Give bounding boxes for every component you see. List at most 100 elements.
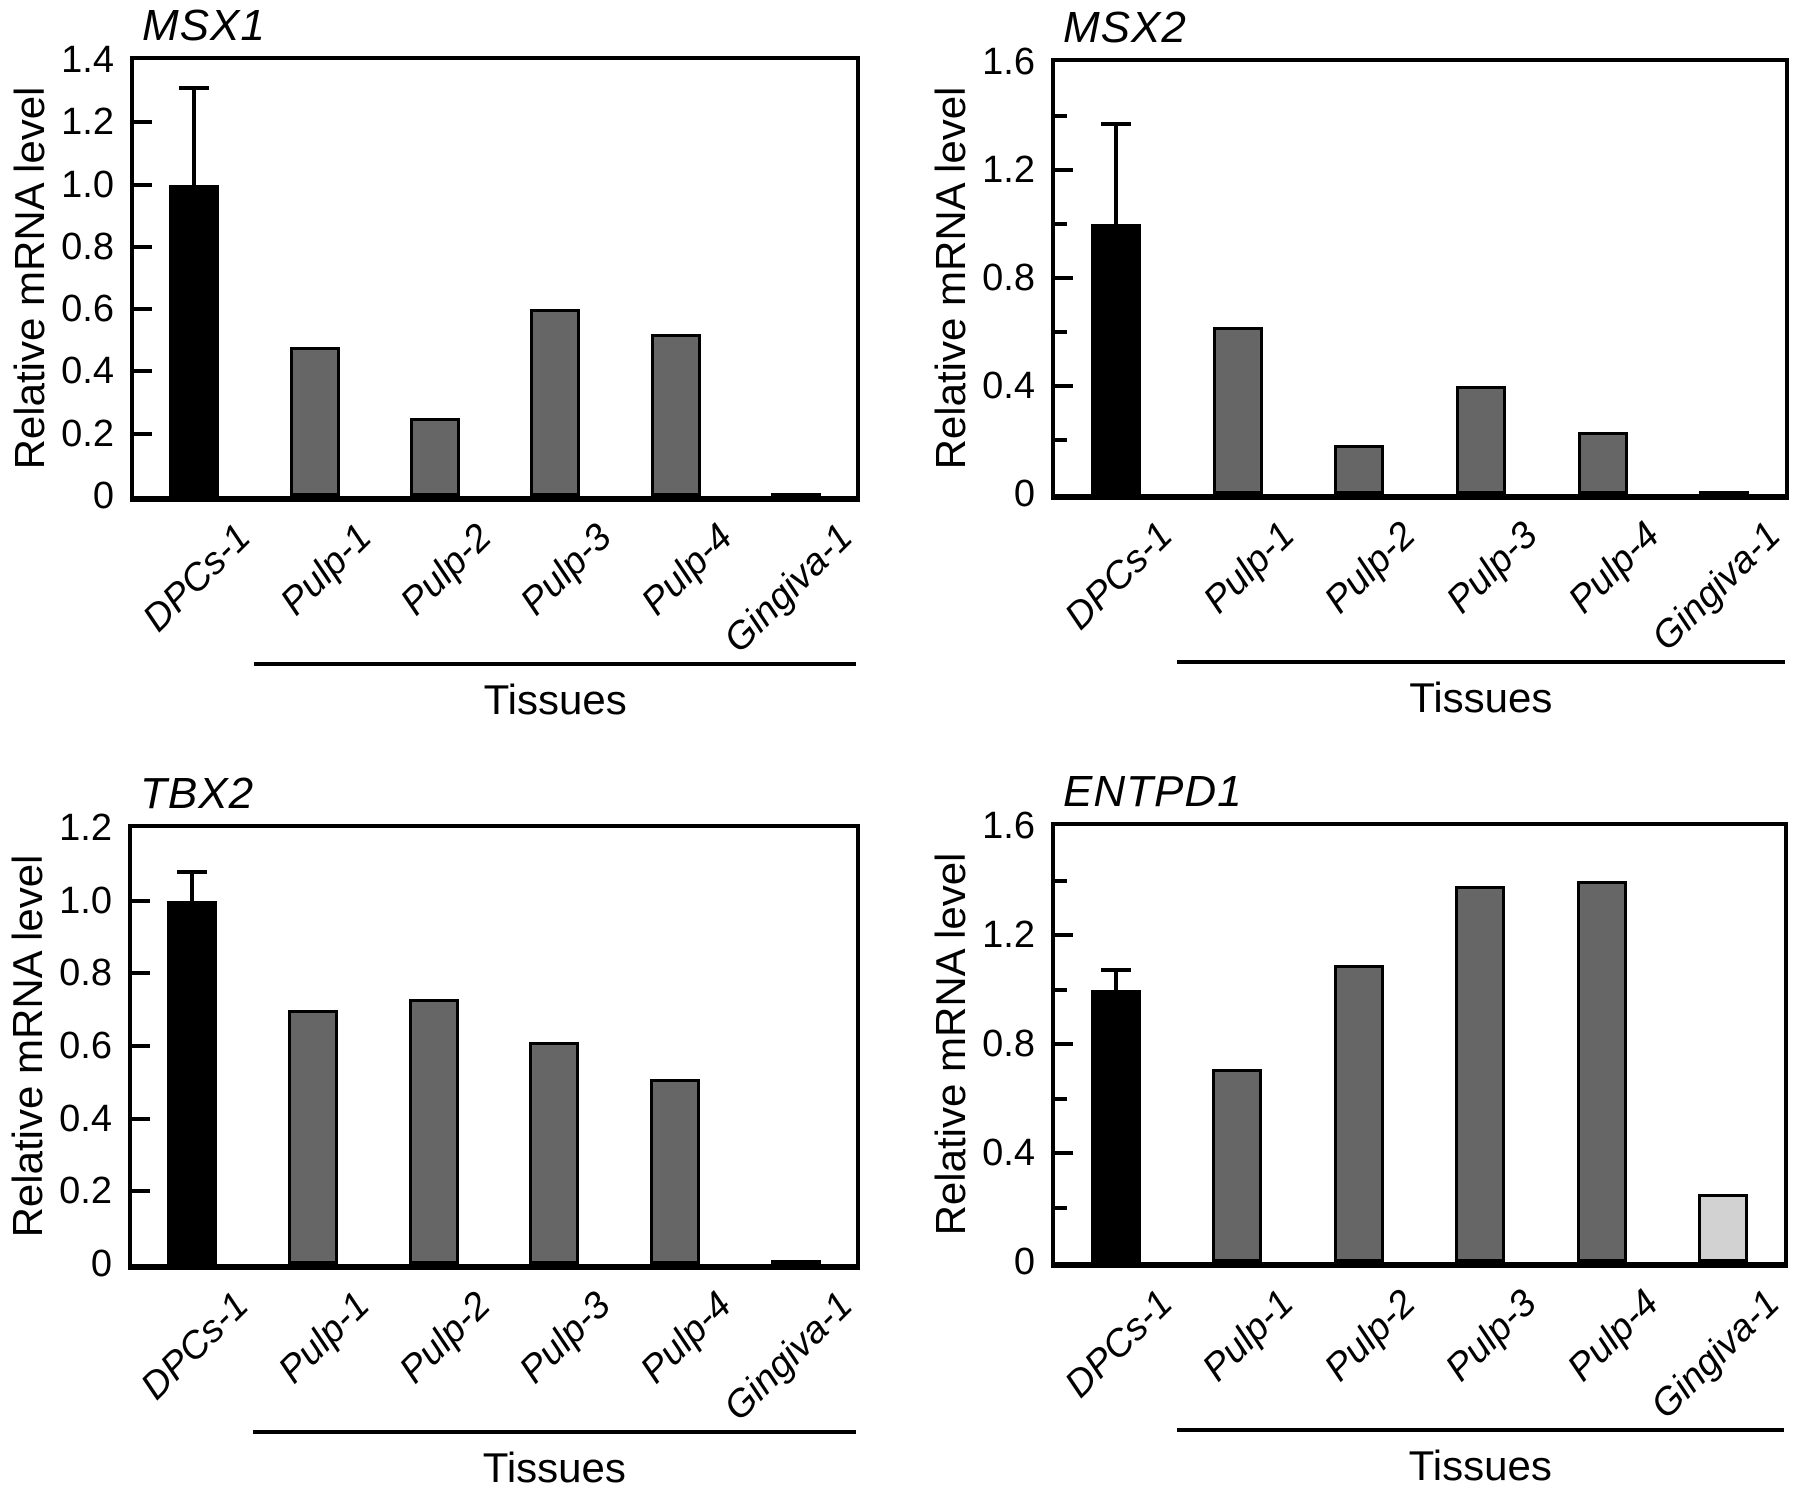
panel-tbx2: TBX2 Relative mRNA level Tissues 1.2 1.0 0… [4,770,861,1489]
y-tick-label: 1.6 [982,41,1035,83]
error-bar-cap [177,869,208,874]
x-category-label: DPCs-1 [135,516,260,640]
y-minor-tick [1055,438,1067,442]
y-major-tick [134,369,152,374]
y-tick-label: 1.2 [61,101,114,144]
bar-pulp-3 [1455,386,1506,494]
error-bar-cap [179,86,210,91]
error-bar-whisker [1113,970,1118,994]
y-major-tick [134,431,152,436]
chart-title-entpd1: ENTPD1 [1063,767,1243,816]
bar-pulp-4 [650,334,701,496]
y-major-tick [132,1044,150,1048]
y-tick-label: 0.8 [982,257,1035,299]
y-minor-tick [1055,1205,1067,1210]
y-tick-label: 0 [1013,473,1035,515]
plot-area [128,824,860,1270]
y-tick-label: 1.4 [61,39,114,81]
plot-area [1051,822,1788,1268]
bar-pulp-3 [529,1042,580,1264]
y-major-tick [1055,276,1073,280]
tissues-group-label: Tissues [483,676,627,723]
bar-dpcs-1 [169,184,220,496]
bar-dpcs-1 [167,900,218,1264]
bar-pulp-4 [1576,880,1627,1262]
y-tick-label: 0.6 [59,1025,112,1067]
y-minor-tick [1055,987,1067,992]
bar-pulp-2 [409,418,460,496]
bar-pulp-1 [1212,326,1263,494]
y-major-tick [134,244,152,249]
bar-gingiva-1 [1699,491,1750,498]
bar-gingiva-1 [770,492,821,499]
y-tick-label: 0.6 [61,288,114,331]
bar-dpcs-1 [1090,224,1141,494]
error-bar-cap [1100,968,1131,973]
y-major-tick [132,1116,150,1121]
bar-pulp-3 [530,309,581,496]
bar-pulp-2 [408,998,459,1264]
plot-area [130,56,860,502]
y-tick-label: 0.2 [59,1170,112,1213]
tissues-group-label: Tissues [482,1444,626,1489]
bar-pulp-4 [1577,431,1628,494]
tissues-bracket-line [1176,1428,1784,1432]
bar-dpcs-1 [1090,989,1141,1262]
panel-entpd1: ENTPD1 Relative mRNA level Tissues 1.6 1.… [927,768,1788,1488]
y-tick-label: 0.4 [982,365,1035,407]
y-minor-tick [1055,114,1067,118]
bar-pulp-2 [1333,964,1384,1262]
x-category-label: DPCs-1 [1056,514,1181,638]
chart-title-msx2: MSX2 [1063,3,1187,52]
chart-title-msx1: MSX1 [142,1,266,50]
bar-pulp-4 [650,1078,700,1264]
y-major-tick [134,120,152,125]
y-major-tick [132,898,150,903]
y-tick-label: 0 [92,475,114,517]
y-tick-label: 0.4 [59,1097,112,1140]
y-tick-label: 0.2 [61,412,114,455]
error-bar-whisker [190,871,195,905]
tissues-bracket-line [254,662,856,666]
y-tick-label: 1.0 [61,163,114,206]
bar-pulp-2 [1334,445,1385,494]
y-tick-label: 1.2 [59,807,112,849]
y-tick-label: 1.2 [982,149,1035,191]
y-minor-tick [1055,330,1067,334]
y-tick-label: 0.4 [61,350,114,393]
bar-pulp-1 [288,1009,338,1264]
bar-pulp-1 [289,346,340,496]
tissues-group-label: Tissues [1408,1442,1552,1489]
error-bar-whisker [1113,124,1118,228]
y-tick-label: 1.2 [982,914,1035,956]
y-major-tick [132,1189,150,1194]
bar-pulp-3 [1455,885,1506,1262]
y-tick-label: 0 [1013,1241,1035,1283]
y-major-tick [134,182,152,187]
y-tick-label: 1.0 [59,879,112,922]
y-tick-label: 0.8 [59,952,112,995]
plot-area [1051,58,1789,500]
tissues-group-label: Tissues [1409,674,1553,721]
y-tick-label: 0.8 [982,1023,1035,1065]
y-tick-label: 1.6 [982,805,1035,847]
y-minor-tick [1055,222,1067,226]
y-major-tick [1055,168,1073,172]
y-tick-label: 0.4 [982,1132,1035,1174]
bar-gingiva-1 [770,1260,821,1267]
tissues-bracket-line [1176,660,1785,664]
bar-pulp-1 [1212,1068,1263,1262]
panel-msx1: MSX1 Relative mRNA level Tissues 1.4 1.2 1… [6,2,861,722]
tissues-bracket-line [252,1430,856,1434]
y-major-tick [1055,1042,1073,1046]
y-major-tick [1055,384,1073,388]
y-major-tick [132,971,150,976]
bar-gingiva-1 [1698,1193,1749,1262]
y-tick-label: 0 [90,1243,112,1285]
y-major-tick [134,307,152,312]
error-bar-cap [1100,122,1131,127]
y-major-tick [1055,933,1073,937]
panel-msx2: MSX2 Relative mRNA level Tissues 1.6 1.2 0… [927,4,1789,720]
y-minor-tick [1055,1096,1067,1101]
y-major-tick [1055,1151,1073,1155]
